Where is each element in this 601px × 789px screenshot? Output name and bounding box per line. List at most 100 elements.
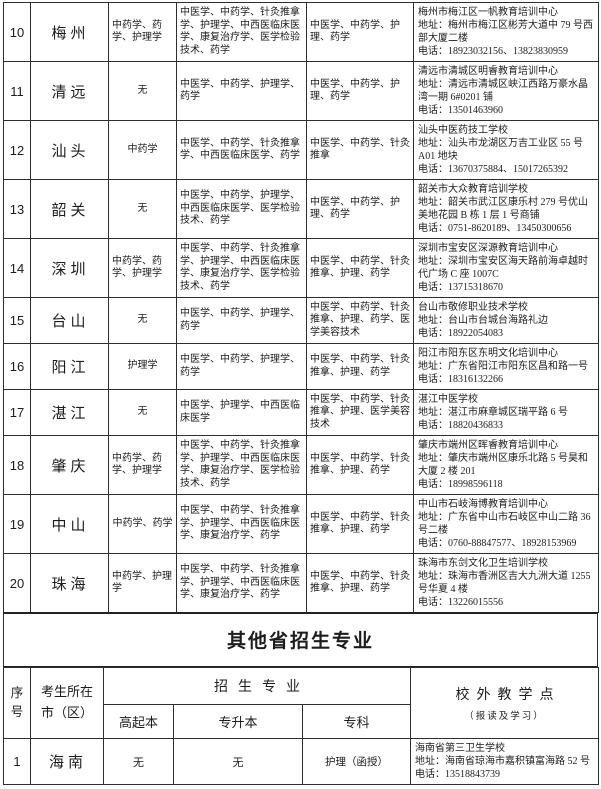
- row-number: 13: [3, 179, 31, 239]
- teaching-point-address: 地址：梅州市梅江区彬芳大道中 79 号西部大厦二楼: [418, 20, 593, 44]
- zhuanke-majors-cell: 中医学、中药学、针灸推拿、护理、药学: [306, 494, 414, 554]
- majors-text: 中医学、中药学、针灸推拿、护理、药学、医学美容技术: [310, 301, 410, 338]
- zhuanke-majors-cell: 中医学、中药学、针灸推拿、护理、药学: [306, 343, 414, 390]
- zhuanke-majors-cell: 中医学、中药学、护理、药学: [306, 179, 414, 239]
- teaching-point-cell: 珠海市东剑文化卫生培训学校 地址：珠海市香洲区吉大九洲大道 1255 号华夏 4…: [413, 553, 599, 613]
- teaching-point-name: 汕头中医药技工学校: [418, 125, 508, 136]
- teaching-point-header-label: 校外教学点: [455, 688, 561, 703]
- city-cell: 阳江: [30, 343, 109, 390]
- teaching-point-cell: 梅州市梅江区一帆教育培训中心 地址：梅州市梅江区彬芳大道中 79 号西部大厦二楼…: [413, 2, 599, 62]
- majors-text: 中医学、中药学、护理、药学: [310, 19, 400, 44]
- gaoqiben-majors-cell: 中药学、药学、护理学: [108, 2, 177, 62]
- teaching-point-cell: 韶关市大众教育培训学校 地址：韶关市武江区康乐村 279 号优山美地花园 B 栋…: [413, 179, 599, 239]
- col-header-zhuanke: 专科: [301, 704, 412, 739]
- col-header-seq: 序号: [3, 667, 31, 739]
- gaoqiben-majors-cell: 中药学、护理学: [108, 553, 177, 613]
- teaching-point-address: 地址：台山市台城台海路礼边: [418, 315, 548, 326]
- majors-text: 中药学、药学、护理学: [112, 19, 162, 44]
- majors-text: 中医学、中药学、针灸推拿学、护理学、中西医临床医学、康复治疗学、医学检验技术、药…: [180, 440, 300, 489]
- row-number: 11: [3, 61, 31, 121]
- city-cell: 肇庆: [30, 435, 109, 495]
- teaching-point-name: 中山市石岐海博教育培训中心: [418, 499, 548, 510]
- col-header-teaching-point: 校外教学点 （报读及学习）: [410, 667, 600, 739]
- teaching-point-address: 地址：汕头市龙湖区万吉工业区 55 号 A01 地块: [418, 138, 583, 162]
- teaching-point-header-subnote: （报读及学习）: [464, 712, 545, 722]
- zhuanke-majors-cell: 中医学、中药学、针灸推拿: [306, 120, 414, 180]
- table-row: 11 清远 无 中医学、中药学、护理学、药学 中医学、中药学、护理、药学 清远市…: [3, 61, 599, 121]
- col-header-gaoqiben: 高起本: [103, 704, 174, 739]
- zhuanshengben-majors-cell: 中医学、护理学、中西医临床医学: [176, 389, 307, 436]
- gaoqiben-majors-cell: 中药学、药学: [108, 494, 177, 554]
- teaching-point-address: 地址：深圳市宝安区海天路前海卓越时代广场 C 座 1007C: [418, 256, 588, 280]
- zhuanshengben-majors-cell: 中医学、中药学、针灸推拿学、中西医临床医学、药学: [176, 120, 307, 180]
- row-number: 10: [3, 2, 31, 62]
- zhuanke-majors-cell: 中医学、中药学、针灸推拿、护理、药学: [306, 435, 414, 495]
- teaching-point-phone: 电话：13501463960: [418, 105, 503, 116]
- gaoqiben-majors-cell: 中药学、药学、护理学: [108, 435, 177, 495]
- majors-text: 中医学、中药学、护理学、药学: [180, 78, 300, 103]
- gaoqiben-majors-cell: 无: [108, 61, 177, 121]
- majors-text: 无: [137, 314, 148, 326]
- majors-text: 中药学: [127, 143, 158, 155]
- teaching-point-phone: 电话：18820436833: [418, 420, 503, 431]
- teaching-point-phone: 电话：0760-88847577、18928153969: [418, 538, 577, 549]
- majors-text: 中医学、中药学、护理、药学: [310, 196, 400, 221]
- city-cell: 清远: [30, 61, 109, 121]
- teaching-point-address: 地址：广东省中山市石岐区中山二路 36 号二楼: [418, 512, 591, 536]
- zhuanshengben-majors-cell: 中医学、中药学、针灸推拿学、护理学、中西医临床医学、康复治疗学、药学: [176, 494, 307, 554]
- gaoqiben-majors-cell: 中药学: [108, 120, 177, 180]
- majors-text: 中医学、中药学、针灸推拿、护理、药学: [310, 570, 410, 595]
- teaching-point-phone: 电话：13518843739: [415, 769, 501, 780]
- table-row: 13 韶关 无 中医学、中药学、护理学、中西医临床医学、医学检验技术、药学 中医…: [3, 179, 599, 239]
- row-number: 16: [3, 343, 31, 390]
- majors-text: 中药学、药学: [112, 517, 173, 529]
- zhuanshengben-majors-cell: 中医学、中药学、护理学、药学: [176, 297, 307, 344]
- teaching-point-name: 梅州市梅江区一帆教育培训中心: [418, 7, 558, 18]
- teaching-point-name: 湛江中医学校: [418, 394, 478, 405]
- teaching-point-name: 韶关市大众教育培训学校: [418, 184, 528, 195]
- teaching-point-cell: 清远市清城区明睿教育培训中心 地址：清远市清城区峡江西路万豪水晶湾一期 6#02…: [413, 61, 599, 121]
- table-row: 14 深圳 中药学、药学、护理学 中医学、中药学、针灸推拿学、护理学、中西医临床…: [3, 238, 599, 298]
- majors-text: 中医学、中药学、针灸推拿、护理、药学: [310, 511, 410, 536]
- teaching-point-name: 阳江市阳东区东明文化培训中心: [418, 348, 558, 359]
- zhuanshengben-majors-cell: 中医学、中药学、护理学、中西医临床医学、医学检验技术、药学: [176, 179, 307, 239]
- zhuanshengben-majors-cell: 中医学、中药学、针灸推拿学、护理学、中西医临床医学、康复治疗学、药学: [176, 553, 307, 613]
- teaching-point-name: 清远市清城区明睿教育培训中心: [418, 66, 558, 77]
- majors-text: 中医学、中药学、针灸推拿、护理、医学美容技术: [310, 393, 410, 430]
- gaoqiben-majors-cell: 中药学、药学、护理学: [108, 238, 177, 298]
- zhuanshengben-majors-cell: 中医学、中药学、护理学、药学: [176, 61, 307, 121]
- teaching-point-address: 地址：珠海市香洲区吉大九洲大道 1255 号华夏 4 楼: [418, 571, 591, 595]
- zhuanke-majors-cell: 中医学、中药学、针灸推拿、护理、药学、医学美容技术: [306, 297, 414, 344]
- teaching-point-cell: 湛江中医学校 地址：湛江市麻章城区瑞平路 6 号 电话：18820436833: [413, 389, 599, 436]
- zhuanke-majors-cell: 中医学、中药学、针灸推拿、护理、药学: [306, 553, 414, 613]
- row-number: 14: [3, 238, 31, 298]
- teaching-point-name: 珠海市东剑文化卫生培训学校: [418, 558, 548, 569]
- majors-text: 中医学、中药学、护理学、药学: [180, 354, 300, 378]
- majors-text: 中医学、中药学、针灸推拿学、护理学、中西医临床医学、康复治疗学、药学: [180, 564, 300, 601]
- teaching-point-phone: 电话：18316132266: [418, 374, 503, 385]
- teaching-point-phone: 电话：13226015556: [418, 597, 503, 608]
- table-row: 17 湛江 无 中医学、护理学、中西医临床医学 中医学、中药学、针灸推拿、护理、…: [3, 389, 599, 436]
- teaching-point-name: 海南省第三卫生学校: [415, 743, 506, 754]
- majors-text: 中医学、中药学、针灸推拿学、护理学、中西医临床医学、康复治疗学、药学: [180, 505, 300, 542]
- other-province-enrollment-table: 序号 考生所在市（区） 招生专业 校外教学点 （报读及学习） 高起本 专升本 专…: [3, 667, 600, 785]
- city-cell: 湛江: [30, 389, 109, 436]
- table-row: 15 台山 无 中医学、中药学、护理学、药学 中医学、中药学、针灸推拿、护理、药…: [3, 297, 599, 344]
- zhuanke-majors-cell: 护理（函授）: [301, 738, 412, 785]
- header-row: 序号 考生所在市（区） 招生专业 校外教学点 （报读及学习）: [3, 667, 600, 739]
- table-row: 12 汕头 中药学 中医学、中药学、针灸推拿学、中西医临床医学、药学 中医学、中…: [3, 120, 599, 180]
- teaching-point-phone: 电话：18922054083: [418, 328, 503, 339]
- teaching-point-name: 台山市敬修职业技术学校: [418, 302, 528, 313]
- zhuanshengben-majors-cell: 中医学、中药学、针灸推拿学、护理学、中西医临床医学、康复治疗学、医学检验技术、药…: [176, 435, 307, 495]
- city-cell: 中山: [30, 494, 109, 554]
- teaching-point-name: 深圳市宝安区深源教育培训中心: [418, 243, 558, 254]
- teaching-point-phone: 电话：13670375884、15017265392: [418, 164, 568, 175]
- teaching-point-phone: 电话：13715318670: [418, 282, 503, 293]
- teaching-point-address: 地址：广东省阳江市阳东区昌和路一号: [418, 361, 588, 372]
- city-cell: 梅州: [30, 2, 109, 62]
- zhuanke-majors-cell: 中医学、中药学、针灸推拿、护理、药学: [306, 238, 414, 298]
- city-cell: 台山: [30, 297, 109, 344]
- majors-text: 中医学、中药学、针灸推拿: [310, 137, 410, 162]
- majors-text: 中医学、中药学、护理学、中西医临床医学、医学检验技术、药学: [180, 190, 300, 227]
- row-number: 1: [3, 738, 31, 785]
